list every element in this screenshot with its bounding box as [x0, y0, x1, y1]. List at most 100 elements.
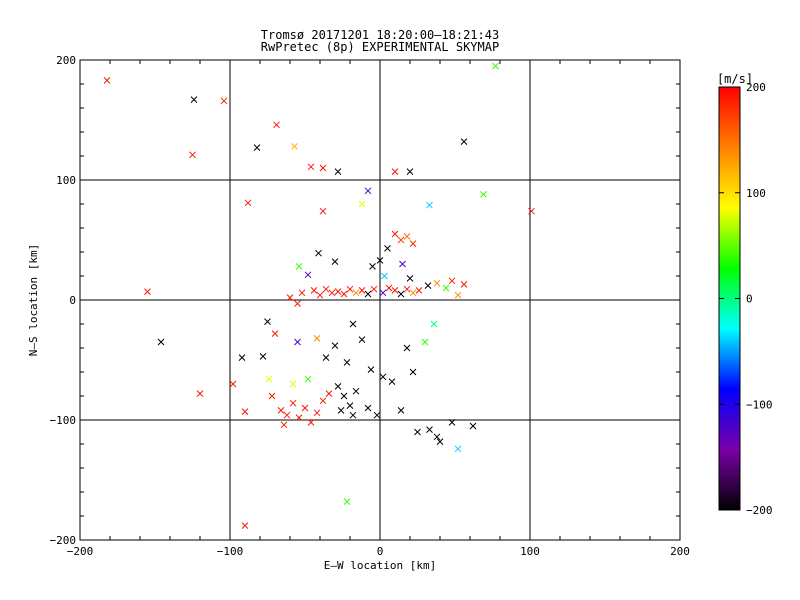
- chart-subtitle: RwPretec (8p) EXPERIMENTAL SKYMAP: [260, 40, 500, 54]
- data-point-x: [304, 271, 312, 279]
- data-point-x: [426, 426, 433, 433]
- data-point-x: [322, 354, 330, 361]
- data-point-x: [253, 144, 261, 151]
- data-point-x: [259, 353, 267, 360]
- data-point-x: [294, 338, 301, 346]
- data-point-x: [340, 290, 348, 298]
- data-point-x: [448, 277, 456, 285]
- data-point-x: [307, 419, 315, 426]
- data-point-x: [331, 342, 339, 349]
- data-point-x: [403, 344, 411, 352]
- x-tick-label: 100: [520, 545, 540, 558]
- data-point-x: [406, 275, 414, 282]
- data-point-x: [349, 320, 357, 328]
- y-tick-label: 0: [69, 294, 76, 307]
- data-point-x: [289, 399, 297, 407]
- data-point-x: [414, 428, 421, 436]
- data-point-x: [313, 335, 321, 342]
- data-point-x: [307, 163, 315, 171]
- colorbar-tick-label: −100: [746, 398, 773, 411]
- data-point-x: [358, 336, 366, 343]
- data-point-x: [384, 245, 391, 252]
- data-point-x: [430, 320, 438, 328]
- data-point-x: [358, 287, 366, 294]
- data-point-x: [291, 143, 298, 150]
- data-point-x: [391, 287, 399, 294]
- data-point-x: [280, 421, 288, 429]
- data-point-x: [328, 289, 336, 297]
- y-tick-label: −200: [50, 534, 77, 547]
- y-tick-labels: −200 −100 0 100 200: [50, 54, 77, 547]
- data-point-x: [241, 408, 249, 415]
- data-point-x: [406, 168, 414, 175]
- data-point-x: [271, 330, 279, 337]
- data-point-x: [264, 318, 271, 325]
- data-point-x: [379, 289, 387, 297]
- data-point-x: [397, 407, 405, 414]
- data-point-x: [277, 407, 285, 414]
- data-point-x: [196, 390, 204, 397]
- data-point-x: [265, 375, 273, 383]
- data-point-x: [319, 207, 327, 215]
- data-point-x: [421, 338, 429, 346]
- data-point-x: [352, 289, 360, 297]
- data-point-x: [301, 404, 309, 412]
- data-point-x: [334, 383, 342, 390]
- data-point-x: [391, 168, 399, 175]
- x-axis-label: E–W location [km]: [324, 559, 437, 572]
- data-point-x: [409, 240, 417, 247]
- data-point-x: [436, 438, 444, 445]
- data-point-x: [319, 397, 327, 405]
- data-point-x: [448, 419, 456, 426]
- data-point-x: [391, 230, 399, 238]
- data-point-x: [322, 285, 330, 293]
- data-point-x: [373, 411, 381, 419]
- x-tick-label: 0: [377, 545, 384, 558]
- data-point-x: [403, 233, 411, 240]
- data-point-x: [460, 138, 468, 145]
- data-point-x: [367, 366, 375, 373]
- data-point-x: [376, 257, 384, 264]
- data-point-x: [469, 422, 477, 430]
- data-point-x: [480, 191, 487, 198]
- data-point-x: [316, 291, 324, 299]
- data-point-x: [424, 282, 432, 289]
- data-point-x: [343, 498, 351, 505]
- data-point-x: [190, 96, 198, 103]
- data-point-x: [238, 354, 246, 361]
- data-point-x: [325, 390, 333, 397]
- colorbar-tick-label: 0: [746, 293, 753, 306]
- data-point-x: [331, 258, 339, 265]
- data-point-x: [364, 404, 372, 412]
- data-point-x: [352, 387, 360, 395]
- data-point-x: [229, 380, 237, 388]
- data-point-x: [268, 392, 276, 400]
- chart-title: Tromsø 20171201 18:20:00–18:21:43: [260, 28, 500, 42]
- data-point-x: [334, 288, 342, 295]
- data-point-x: [442, 284, 450, 292]
- data-point-x: [381, 272, 388, 280]
- data-point-x: [403, 285, 411, 293]
- data-point-x: [144, 288, 151, 295]
- data-point-x: [346, 285, 354, 293]
- data-point-x: [397, 290, 405, 298]
- data-point-x: [304, 375, 312, 383]
- colorbar-tick-label: 100: [746, 187, 766, 200]
- data-point-x: [286, 294, 294, 301]
- data-point-x: [343, 359, 351, 366]
- x-tick-label: −100: [217, 545, 244, 558]
- x-tick-label: −200: [67, 545, 94, 558]
- data-point-x: [295, 414, 303, 421]
- data-point-x: [379, 373, 387, 381]
- data-point-x: [334, 168, 342, 175]
- data-point-x: [273, 121, 280, 129]
- colorbar-tick-label: −200: [746, 504, 773, 517]
- data-point-x: [294, 300, 301, 307]
- data-point-x: [340, 392, 348, 400]
- data-point-x: [241, 522, 249, 529]
- data-point-x: [369, 263, 376, 270]
- data-point-x: [409, 289, 417, 297]
- data-point-x: [415, 287, 423, 294]
- data-point-x: [310, 287, 318, 294]
- data-point-x: [189, 151, 196, 159]
